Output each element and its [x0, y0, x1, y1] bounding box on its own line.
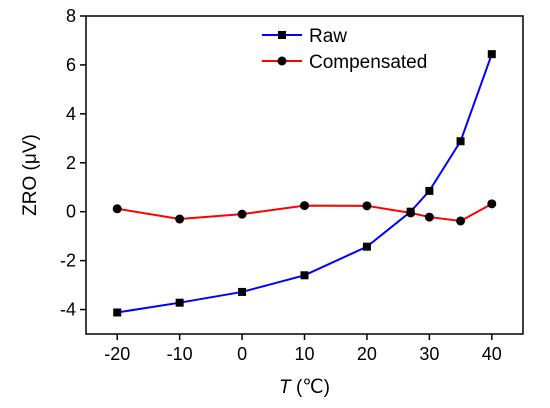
data-point-raw [425, 186, 434, 195]
y-tick-label: -4 [60, 300, 76, 320]
data-point-compensated [112, 204, 122, 214]
series-layer [112, 50, 497, 317]
data-point-raw [456, 137, 465, 146]
legend-item-compensated: Compensated [262, 52, 427, 73]
data-point-raw [300, 271, 309, 280]
data-point-compensated [456, 216, 466, 226]
legend-marker-compensated [277, 56, 287, 66]
data-point-compensated [424, 212, 434, 222]
legend-label-compensated: Compensated [309, 52, 427, 73]
data-point-raw [238, 287, 247, 296]
legend-marker-raw [278, 31, 286, 39]
x-tick-label: 20 [357, 344, 377, 364]
x-axis-title-symbol: T [279, 377, 292, 398]
plot-frame [85, 15, 524, 335]
x-axis-title-unit: (℃) [296, 377, 330, 398]
y-axis-title: ZRO (μV) [20, 134, 41, 216]
data-point-compensated [406, 208, 416, 218]
y-tick-label: 2 [66, 153, 76, 173]
y-tick-label: 8 [66, 6, 76, 26]
data-point-raw [113, 308, 122, 317]
x-tick-label: 0 [237, 344, 247, 364]
x-tick-label: 10 [294, 344, 314, 364]
legend-item-raw: Raw [262, 26, 347, 47]
x-tick-label: 30 [419, 344, 439, 364]
data-point-compensated [487, 199, 497, 209]
data-point-compensated [175, 214, 185, 224]
series-raw [113, 50, 496, 317]
x-tick-label: -10 [167, 344, 193, 364]
legend-label-raw: Raw [309, 26, 347, 47]
data-point-raw [175, 298, 184, 307]
y-tick-label: 4 [66, 104, 76, 124]
y-tick-label: 6 [66, 55, 76, 75]
data-point-compensated [362, 201, 372, 211]
y-tick-label: 0 [66, 202, 76, 222]
data-point-raw [487, 50, 496, 59]
x-tick-label: -20 [104, 344, 130, 364]
x-axis-title: T (℃) [279, 377, 330, 398]
data-point-raw [362, 242, 371, 251]
legend: Raw Compensated [262, 26, 427, 73]
data-point-compensated [237, 209, 247, 219]
x-tick-label: 40 [482, 344, 502, 364]
data-point-compensated [300, 201, 309, 211]
series-compensated [112, 199, 497, 226]
y-tick-label: -2 [60, 251, 76, 271]
